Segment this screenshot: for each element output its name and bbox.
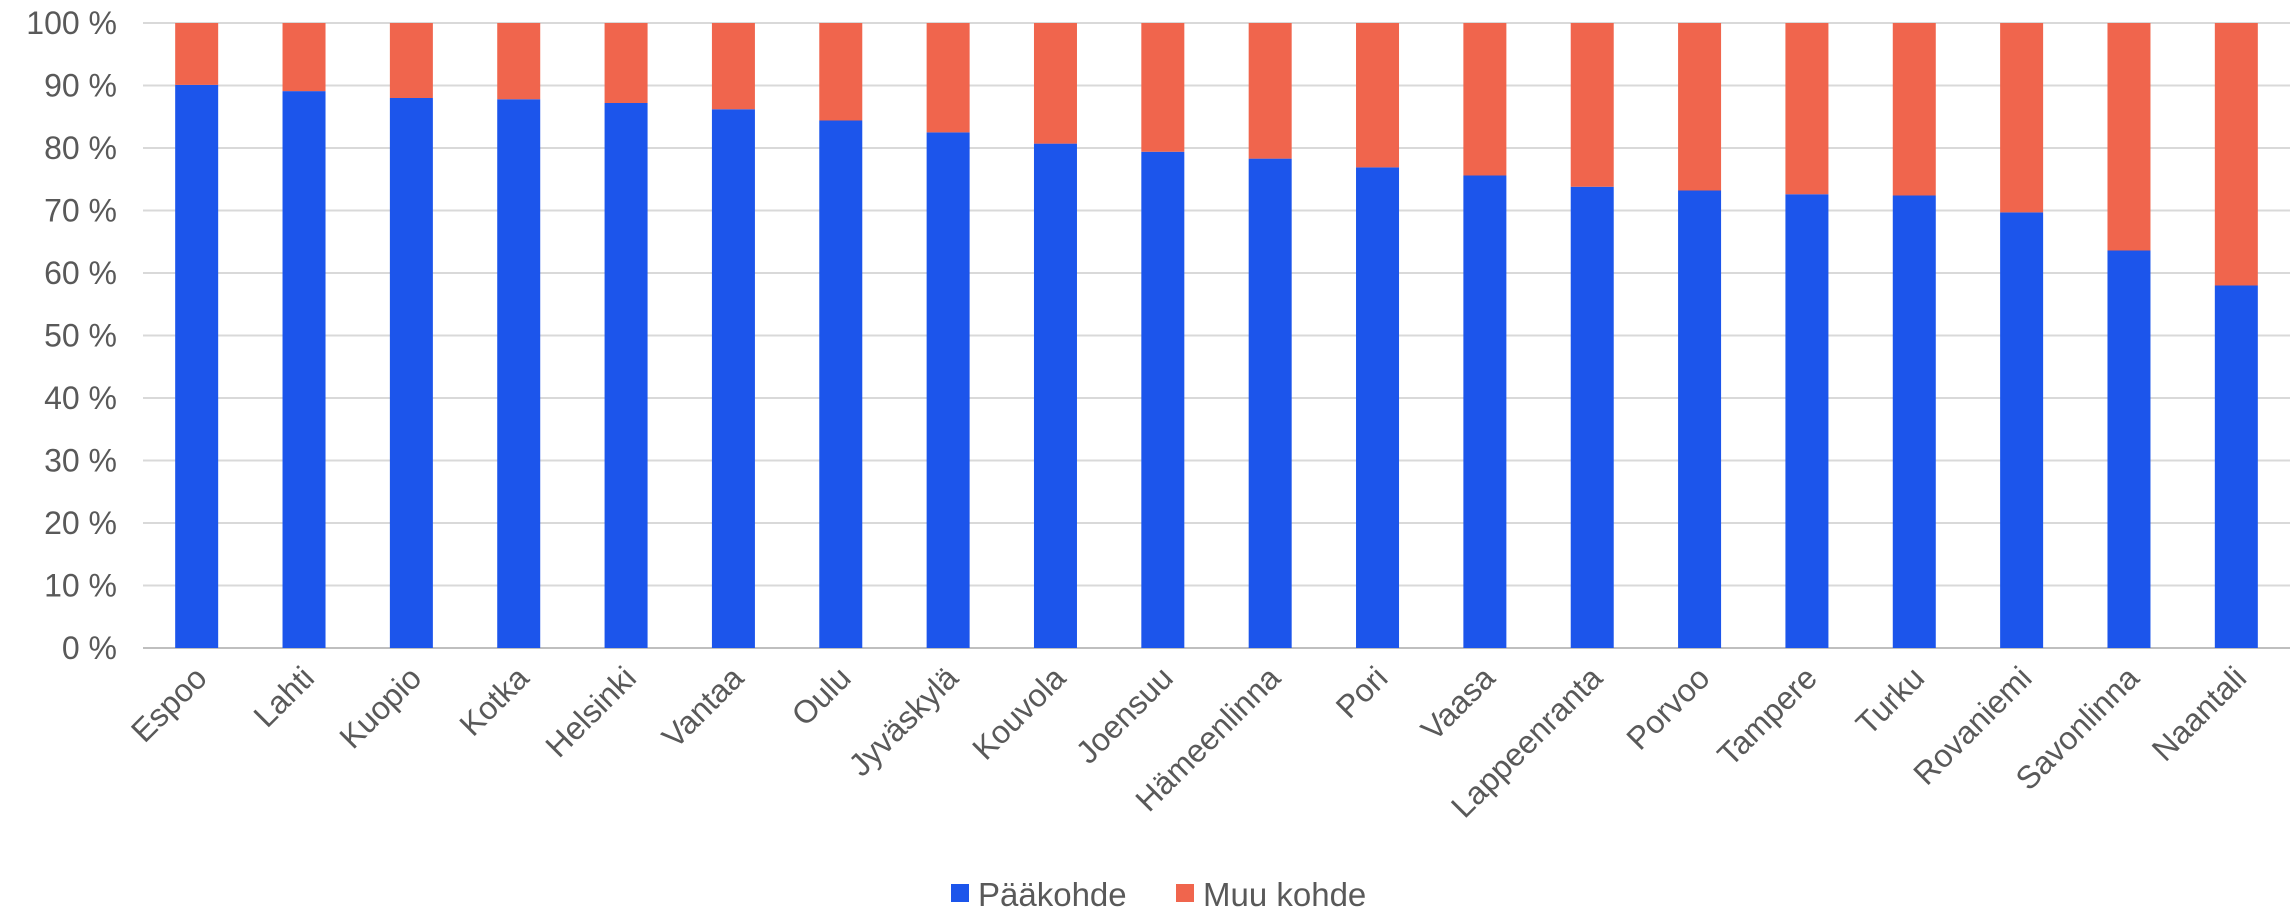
y-tick-label: 20 %	[44, 505, 117, 541]
bar-muu-kohde	[711, 23, 755, 110]
bar-paakohde	[1463, 175, 1507, 648]
y-tick-label: 0 %	[62, 630, 117, 666]
x-category-label: Oulu	[784, 659, 857, 732]
x-category-label: Kuopio	[332, 659, 428, 755]
bar-paakohde	[1892, 195, 1936, 648]
legend-swatch-paakohde	[951, 884, 969, 902]
legend-label-paakohde: Pääkohde	[978, 876, 1127, 913]
x-category-label: Joensuu	[1069, 659, 1180, 770]
bar-muu-kohde	[1141, 23, 1185, 152]
x-category-label: Tampere	[1710, 659, 1823, 772]
bar-muu-kohde	[926, 23, 970, 133]
x-category-label: Jyväskylä	[842, 659, 966, 783]
y-tick-label: 40 %	[44, 380, 117, 416]
x-category-label: Helsinki	[538, 659, 643, 764]
bar-muu-kohde	[604, 23, 648, 103]
bar-muu-kohde	[819, 23, 863, 121]
y-tick-label: 60 %	[44, 255, 117, 291]
bar-paakohde	[1570, 186, 1614, 648]
bar-paakohde	[604, 103, 648, 648]
y-tick-label: 10 %	[44, 568, 117, 604]
bar-paakohde	[497, 99, 541, 648]
y-tick-label: 90 %	[44, 68, 117, 104]
x-category-label: Lahti	[246, 659, 321, 734]
bar-paakohde	[2214, 285, 2258, 648]
y-tick-label: 80 %	[44, 130, 117, 166]
bar-paakohde	[1356, 167, 1400, 648]
bar-paakohde	[711, 109, 755, 648]
bar-muu-kohde	[2107, 23, 2151, 251]
bar-muu-kohde	[175, 23, 219, 85]
bar-muu-kohde	[1570, 23, 1614, 187]
y-tick-label: 100 %	[26, 5, 117, 41]
bar-paakohde	[926, 132, 970, 648]
y-tick-label: 50 %	[44, 318, 117, 354]
bar-muu-kohde	[1356, 23, 1400, 168]
bar-muu-kohde	[497, 23, 541, 100]
x-category-label: Naantali	[2145, 659, 2253, 767]
bar-paakohde	[1248, 158, 1292, 648]
y-tick-label: 70 %	[44, 193, 117, 229]
x-category-label: Espoo	[124, 659, 214, 749]
bar-paakohde	[282, 91, 326, 648]
bar-muu-kohde	[389, 23, 433, 98]
bar-muu-kohde	[1463, 23, 1507, 176]
bar-paakohde	[389, 98, 433, 648]
legend-label-muu-kohde: Muu kohde	[1203, 876, 1366, 913]
y-tick-label: 30 %	[44, 443, 117, 479]
bars	[175, 23, 2258, 648]
bar-muu-kohde	[1033, 23, 1077, 144]
x-category-label: Pori	[1329, 659, 1395, 725]
bar-muu-kohde	[1248, 23, 1292, 159]
bar-paakohde	[2107, 250, 2151, 648]
legend-swatch-muu-kohde	[1176, 884, 1194, 902]
bar-paakohde	[1033, 143, 1077, 648]
x-category-label: Kouvola	[965, 659, 1072, 766]
bar-paakohde	[175, 84, 219, 648]
bar-muu-kohde	[2214, 23, 2258, 286]
x-category-label: Turku	[1849, 659, 1931, 741]
x-category-label: Porvoo	[1619, 659, 1716, 756]
bar-paakohde	[1678, 190, 1722, 648]
bar-muu-kohde	[1892, 23, 1936, 196]
bar-muu-kohde	[282, 23, 326, 92]
x-category-label: Vaasa	[1414, 659, 1502, 747]
bar-muu-kohde	[1785, 23, 1829, 195]
gridlines	[143, 22, 2290, 649]
bar-muu-kohde	[2000, 23, 2044, 213]
x-category-label: Vantaa	[655, 659, 751, 755]
bar-paakohde	[819, 120, 863, 648]
x-category-label: Kotka	[452, 659, 535, 742]
bar-paakohde	[1785, 194, 1829, 648]
bar-paakohde	[2000, 212, 2044, 648]
legend: Pääkohde Muu kohde	[951, 876, 1366, 913]
bar-paakohde	[1141, 151, 1185, 648]
bar-muu-kohde	[1678, 23, 1722, 191]
